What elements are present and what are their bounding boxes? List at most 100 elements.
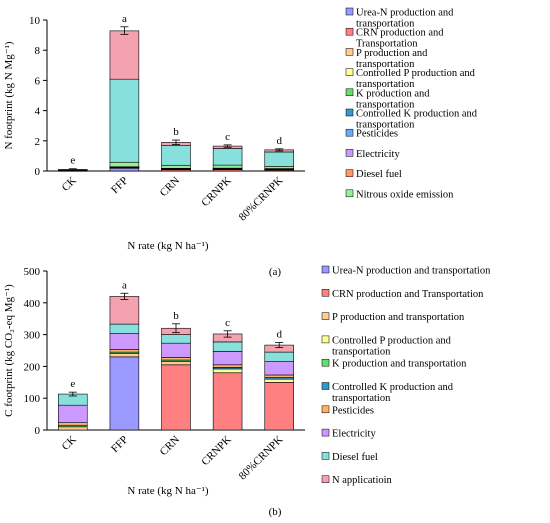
significance-letter: a (122, 13, 127, 25)
legend-swatch (321, 428, 330, 437)
bar-segment (212, 164, 243, 169)
legend-swatch (345, 128, 354, 137)
legend-label: Nitrous oxide emission (356, 189, 454, 200)
legend-label-line: Electricity (356, 149, 400, 160)
legend-label-line: P production and (356, 48, 428, 59)
bar-segment (264, 378, 294, 383)
legend-label-line: Pesticides (356, 129, 398, 140)
legend-swatch (345, 169, 354, 177)
legend-swatch (345, 68, 354, 76)
x-axis-label: N rate (kg N ha⁻¹) (127, 485, 209, 497)
y-tick-label: 500 (24, 266, 41, 278)
legend-label-line: Diesel fuel (356, 169, 402, 180)
legend-label-line: Controlled P production and (356, 68, 476, 79)
legend-swatch (321, 405, 330, 414)
y-tick-label: 10 (29, 15, 41, 27)
y-axis-label: C footprint (kg CO₂-eq Mg⁻¹) (3, 284, 15, 417)
bar-segment (161, 361, 191, 366)
legend-label: P production and transportation (332, 312, 465, 323)
legend-swatch (321, 452, 330, 460)
legend-label-line: Transportation (356, 39, 418, 50)
bar-segment (212, 148, 243, 166)
legend-label: CRN production and Transportation (332, 289, 484, 300)
legend: Urea-N production and transportation CRN … (321, 265, 491, 486)
panel-label: (a) (269, 266, 282, 278)
legend-swatch (345, 27, 354, 36)
bar-segment (109, 161, 140, 168)
legend-swatch (321, 312, 330, 320)
x-tick-label: FFP (109, 175, 130, 196)
legend-label: CRN production and Transportation (356, 28, 444, 50)
bar-segment (58, 426, 88, 431)
significance-letter: c (225, 317, 230, 329)
bar-segment (212, 351, 243, 366)
bar-segment (212, 372, 243, 431)
bar-segment (264, 381, 294, 431)
bar-segment (212, 368, 243, 374)
legend-label-line: K production and (356, 88, 430, 99)
x-tick-label: CRNPK (199, 434, 233, 468)
significance-letter: c (225, 131, 230, 143)
legend-label: P production and transportation (356, 48, 428, 70)
y-axis-label: N footprint (kg N Mg⁻¹) (3, 41, 15, 149)
legend-label-line: N applicatioin (332, 475, 393, 486)
bar-segment (264, 351, 294, 362)
legend-label: Electricity (332, 429, 376, 440)
legend-label-line: Electricity (332, 429, 376, 440)
y-tick-label: 400 (24, 298, 41, 310)
legend-swatch (321, 475, 330, 483)
legend-label: N applicatioin (332, 475, 393, 486)
legend-label: K production and transportation (356, 88, 430, 110)
legend-label: Diesel fuel (332, 452, 378, 463)
bar-segment (109, 78, 140, 163)
bar-segment (109, 356, 140, 431)
significance-letter: b (173, 126, 179, 138)
legend-swatch (345, 108, 354, 117)
legend-label: Pesticides (356, 129, 398, 140)
bar-segment (109, 296, 140, 325)
x-tick-label: FFP (109, 434, 130, 455)
legend-label-line: transportation (356, 99, 415, 110)
x-tick-label: CK (60, 434, 79, 453)
legend-swatch (345, 149, 354, 157)
bar-segment (264, 374, 294, 378)
x-tick-label: CRN (158, 434, 183, 459)
legend-label-line: Diesel fuel (332, 452, 378, 463)
bar-segment (161, 145, 191, 166)
legend-label: Controlled K production and transportatio… (332, 382, 454, 404)
bar-segment (109, 333, 140, 350)
legend-label: Urea-N production and transportation (356, 8, 454, 30)
bar-segment (109, 30, 140, 80)
significance-letter: d (276, 329, 282, 341)
y-tick-label: 0 (35, 425, 41, 437)
y-tick-label: 2 (35, 136, 41, 148)
legend-label: Pesticides (332, 405, 374, 416)
legend-label: Diesel fuel (356, 169, 402, 180)
y-tick-label: 200 (24, 361, 41, 373)
bar-segment (161, 164, 191, 169)
legend-label-line: Controlled P production and (332, 335, 452, 346)
bar-segment (212, 364, 243, 368)
y-tick-label: 0 (35, 166, 41, 178)
legend-label-line: transportation (356, 59, 415, 70)
legend-label-line: transportation (356, 19, 415, 30)
y-tick-label: 8 (35, 45, 41, 57)
legend-swatch (345, 88, 354, 97)
legend-label-line: Controlled K production and (332, 382, 454, 393)
legend-swatch (345, 7, 354, 16)
legend-swatch (321, 265, 330, 274)
bar-segment (161, 342, 191, 358)
x-tick-label: CK (60, 175, 79, 194)
panel-label: (b) (269, 506, 282, 518)
bar-segment (58, 422, 88, 426)
y-tick-label: 100 (24, 393, 41, 405)
legend-swatch (321, 289, 330, 297)
significance-letter: e (70, 155, 75, 167)
bar-segment (161, 364, 191, 431)
bar-segment (109, 323, 140, 334)
significance-letter: a (122, 279, 127, 291)
legend-label-line: P production and transportation (332, 312, 465, 323)
legend-label-line: Nitrous oxide emission (356, 189, 454, 200)
legend-label-line: Urea-N production and (356, 8, 454, 19)
